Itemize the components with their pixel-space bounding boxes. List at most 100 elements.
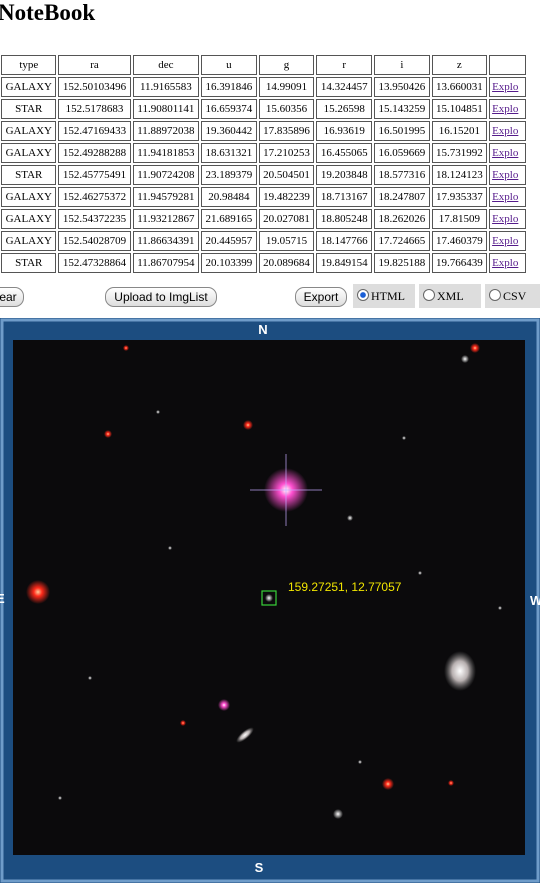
cell-text: 11.86707954 — [137, 257, 195, 269]
star — [358, 760, 362, 764]
clear-button[interactable]: ear — [0, 287, 24, 307]
explore-link[interactable]: Explo — [492, 235, 519, 247]
cell-text: 11.88972038 — [137, 125, 195, 137]
cell-text: 20.027081 — [263, 213, 310, 225]
explore-link[interactable]: Explo — [492, 103, 519, 115]
explore-link[interactable]: Explo — [492, 213, 519, 225]
table-cell: 19.849154 — [316, 253, 373, 273]
selected-object — [265, 594, 273, 602]
cell-text: 11.93212867 — [137, 213, 195, 225]
table-cell: 16.15201 — [431, 121, 488, 141]
page-title: NoteBook — [0, 0, 96, 25]
table-cell: 16.455065 — [316, 143, 373, 163]
selection-box[interactable] — [261, 590, 277, 606]
radio[interactable] — [423, 289, 435, 301]
table-cell: 18.631321 — [200, 143, 257, 163]
table-cell: 152.50103496 — [58, 77, 131, 97]
star — [382, 778, 394, 790]
table-cell: 17.460379 — [431, 231, 488, 251]
cell-text: 20.103399 — [205, 257, 253, 269]
upload-button[interactable]: Upload to ImgList — [105, 287, 217, 307]
cell-text: 16.455065 — [320, 147, 368, 159]
cell-text: 18.262026 — [378, 213, 426, 225]
west-label[interactable]: W — [530, 593, 540, 608]
table-cell: GALAXY — [1, 231, 57, 251]
table-cell: 23.189379 — [200, 165, 257, 185]
cell-text: 16.059669 — [378, 147, 426, 159]
cell-text: GALAXY — [5, 235, 53, 247]
explore-link[interactable]: Explo — [492, 125, 519, 137]
table-cell: GALAXY — [1, 77, 57, 97]
north-label[interactable]: N — [258, 322, 267, 337]
table-cell: 20.103399 — [200, 253, 257, 273]
explore-link[interactable]: Explo — [492, 147, 519, 159]
table-cell: 20.027081 — [258, 209, 315, 229]
cell-text: 18.713167 — [320, 191, 368, 203]
header-cell — [489, 55, 526, 75]
table-cell: 19.766439 — [431, 253, 488, 273]
star — [402, 436, 406, 440]
table-cell: 16.659374 — [200, 99, 257, 119]
table-cell: Explo — [489, 99, 526, 119]
table-cell: 152.54028709 — [58, 231, 131, 251]
cell-text: STAR — [15, 169, 43, 181]
table-cell: STAR — [1, 165, 57, 185]
south-label[interactable]: S — [255, 860, 264, 875]
cell-text: 19.482239 — [263, 191, 310, 203]
table-row: GALAXY 152.54028709 11.86634391 20.445957 19… — [0, 231, 526, 251]
cell-text: 15.731992 — [435, 147, 483, 159]
table-row: GALAXY 152.54372235 11.93212867 21.689165 20… — [0, 209, 526, 229]
table-cell: 13.660031 — [431, 77, 488, 97]
cell-text: 152.45775491 — [62, 169, 127, 181]
results-table: type ra dec u g r i z GALAXY 152.50103496 11.91655… — [0, 53, 528, 275]
star — [243, 420, 253, 430]
table-cell: 18.577316 — [374, 165, 430, 185]
radio[interactable] — [357, 289, 369, 301]
cell-text: 16.391846 — [205, 81, 253, 93]
explore-link[interactable]: Explo — [492, 257, 519, 269]
cell-text: 18.247807 — [378, 191, 426, 203]
table-cell: Explo — [489, 165, 526, 185]
table-cell: 18.247807 — [374, 187, 430, 207]
table-cell: 19.482239 — [258, 187, 315, 207]
cell-text: 19.203848 — [320, 169, 368, 181]
cell-text: 21.689165 — [205, 213, 253, 225]
cell-text: GALAXY — [5, 213, 53, 225]
stars — [26, 343, 502, 819]
format-option[interactable]: XML — [419, 284, 481, 308]
explore-link[interactable]: Explo — [492, 191, 519, 203]
table-cell: 17.724665 — [374, 231, 430, 251]
table-cell: 20.504501 — [258, 165, 315, 185]
export-button[interactable]: Export — [295, 287, 347, 307]
table-cell: 152.46275372 — [58, 187, 131, 207]
table-cell: 11.88972038 — [132, 121, 199, 141]
star — [180, 720, 186, 726]
format-option[interactable]: HTML — [353, 284, 415, 308]
table-cell: 17.210253 — [258, 143, 315, 163]
format-option[interactable]: CSV — [485, 284, 540, 308]
cell-text: GALAXY — [5, 81, 53, 93]
explore-link[interactable]: Explo — [492, 169, 519, 181]
cell-text: 20.089684 — [263, 257, 310, 269]
table-cell: Explo — [489, 253, 526, 273]
table-cell: 15.104851 — [431, 99, 488, 119]
table-cell: 18.262026 — [374, 209, 430, 229]
table-cell: 19.360442 — [200, 121, 257, 141]
table-cell: 18.147766 — [316, 231, 373, 251]
cell-text: 13.660031 — [435, 81, 483, 93]
cell-text: 20.504501 — [263, 169, 310, 181]
table-cell: 15.60356 — [258, 99, 315, 119]
table-cell: Explo — [489, 77, 526, 97]
cell-text: 16.659374 — [205, 103, 253, 115]
east-label[interactable]: E — [0, 591, 5, 606]
galaxy — [444, 651, 476, 691]
table-cell: 152.45775491 — [58, 165, 131, 185]
cell-text: STAR — [15, 257, 43, 269]
explore-link[interactable]: Explo — [492, 81, 519, 93]
cell-text: GALAXY — [5, 147, 53, 159]
table-row: GALAXY 152.50103496 11.9165583 16.391846 14.… — [0, 77, 526, 97]
table-row: STAR 152.45775491 11.90724208 23.189379 20.5… — [0, 165, 526, 185]
table-cell: 15.26598 — [316, 99, 373, 119]
radio[interactable] — [489, 289, 501, 301]
cell-text: 16.15201 — [438, 125, 480, 137]
